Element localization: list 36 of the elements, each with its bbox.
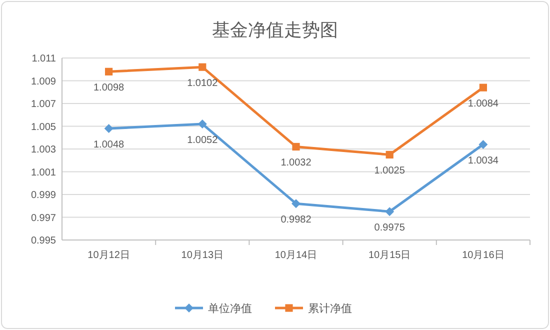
data-label: 1.0034: [468, 155, 499, 166]
y-tick-label: 0.997: [30, 212, 56, 224]
data-label: 1.0032: [280, 158, 312, 169]
x-tick-label: 10月12日: [88, 250, 130, 261]
point: [385, 207, 394, 216]
y-tick-label: 1.007: [30, 99, 56, 110]
point: [478, 140, 488, 149]
data-label: 1.0084: [468, 98, 499, 110]
data-label: 1.0098: [94, 82, 125, 94]
point: [386, 150, 394, 158]
data-label: 1.0052: [187, 134, 218, 146]
data-label: 0.9982: [280, 214, 312, 226]
y-tick-label: 1.001: [30, 167, 56, 178]
x-tick-label: 10月16日: [462, 250, 504, 261]
point: [198, 63, 206, 71]
y-tick-label: 1.003: [30, 144, 56, 156]
point: [105, 68, 113, 76]
point: [479, 84, 487, 92]
legend-label: 单位净值: [208, 302, 252, 315]
point: [292, 142, 300, 151]
y-tick-label: 0.999: [30, 190, 56, 201]
data-label: 1.0025: [374, 166, 406, 177]
y-tick-label: 1.009: [30, 76, 56, 88]
data-label: 0.9975: [374, 222, 406, 234]
x-tick-label: 10月15日: [368, 250, 411, 261]
y-tick-label: 1.005: [30, 122, 56, 133]
data-label: 1.0102: [187, 78, 218, 90]
y-tick-label: 1.011: [32, 54, 56, 64]
point: [292, 199, 300, 208]
x-tick-label: 10月14日: [274, 250, 318, 261]
chart-title: 基金净值走势图: [212, 20, 338, 41]
legend-label: 累计净值: [308, 302, 352, 315]
y-tick-label: 0.995: [30, 236, 56, 246]
x-tick-label: 10月13日: [181, 250, 224, 261]
data-label: 1.0048: [94, 140, 125, 151]
point: [104, 124, 114, 134]
